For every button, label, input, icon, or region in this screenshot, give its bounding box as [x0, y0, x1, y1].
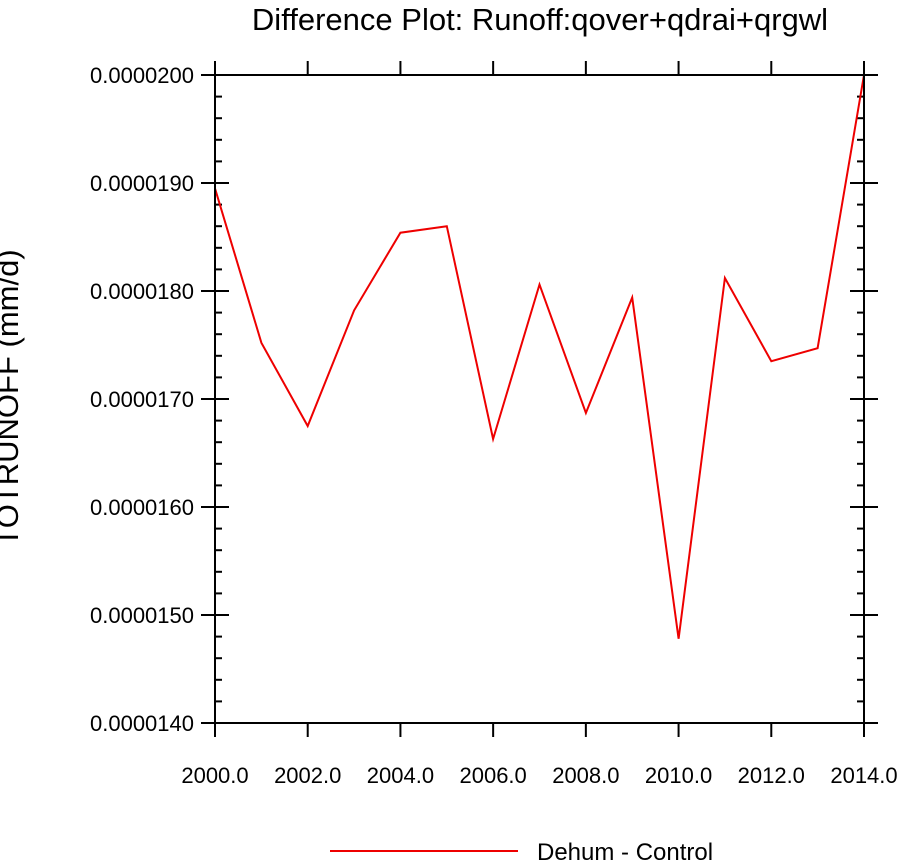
y-tick-label: 0.0000160: [90, 495, 194, 520]
chart-title: Difference Plot: Runoff:qover+qdrai+qrgw…: [252, 2, 828, 37]
series-layer: [214, 74, 865, 639]
y-axis-label: TOTRUNOFF (mm/d): [0, 249, 25, 546]
series-line-0: [214, 74, 865, 639]
x-tick-label: 2006.0: [459, 763, 526, 788]
y-tick-label: 0.0000190: [90, 171, 194, 196]
x-tick-label: 2012.0: [738, 763, 805, 788]
legend-label: Dehum - Control: [537, 839, 713, 861]
x-tick-label: 2008.0: [552, 763, 619, 788]
y-tick-label: 0.0000150: [90, 603, 194, 628]
x-tick-label: 2000.0: [181, 763, 248, 788]
y-tick-label: 0.0000200: [90, 63, 194, 88]
plot-frame: [214, 74, 865, 724]
x-tick-label: 2010.0: [645, 763, 712, 788]
x-tick-label: 2002.0: [274, 763, 341, 788]
legend: Dehum - Control: [330, 839, 713, 861]
y-tick-label: 0.0000140: [90, 711, 194, 736]
x-tick-label: 2014.0: [830, 763, 897, 788]
x-tick-label: 2004.0: [367, 763, 434, 788]
y-tick-label: 0.0000170: [90, 387, 194, 412]
tick-labels: 0.0000140 0.0000150 0.0000160 0.0000170 0.00…: [90, 63, 898, 788]
axis-ticks: [201, 61, 878, 737]
y-tick-label: 0.0000180: [90, 279, 194, 304]
